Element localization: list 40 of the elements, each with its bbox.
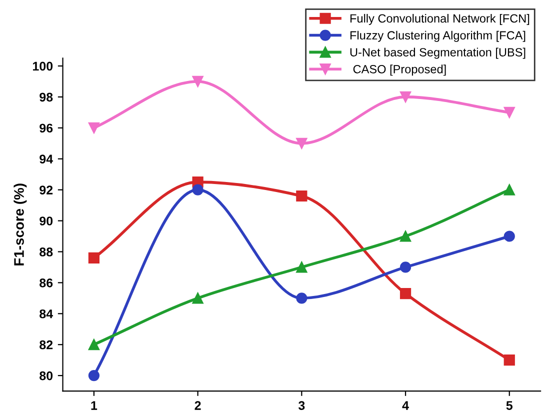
legend-label: U-Net based Segmentation [UBS] — [350, 48, 526, 59]
point — [192, 76, 204, 88]
point — [296, 292, 308, 304]
y-tick-label: 84 — [40, 309, 53, 318]
y-tick-label: 82 — [40, 340, 53, 350]
point — [88, 339, 100, 350]
point — [400, 262, 412, 273]
point — [88, 370, 100, 382]
point — [88, 122, 100, 134]
point — [192, 184, 204, 196]
x-tick-label: 2 — [194, 401, 201, 410]
point — [504, 184, 515, 196]
x-tick-label: 5 — [506, 401, 513, 410]
x-tick-label: 3 — [298, 401, 305, 410]
y-tick-label: 90 — [40, 216, 53, 226]
point — [296, 262, 308, 273]
y-axis-title: F1-score (%) — [14, 184, 27, 266]
point — [400, 288, 412, 300]
point — [192, 292, 204, 304]
legend-label: CASO [Proposed] — [353, 64, 446, 76]
y-tick-label: 100 — [33, 62, 53, 71]
point — [504, 354, 515, 366]
point — [400, 230, 412, 242]
point — [400, 91, 412, 102]
point — [296, 190, 308, 202]
x-tick-label: 1 — [91, 401, 98, 410]
y-tick-label: 96 — [40, 124, 53, 133]
legend-label: Fully Convolutional Network [FCN] — [350, 14, 530, 25]
y-tick-label: 86 — [40, 278, 53, 288]
point — [504, 230, 515, 242]
point — [88, 252, 100, 264]
y-tick-label: 80 — [40, 371, 53, 380]
legend-label: Fluzzy Clustering Algorithm [FCA] — [350, 30, 526, 42]
point — [504, 106, 515, 118]
point — [296, 138, 308, 149]
y-tick-label: 94 — [40, 154, 53, 164]
y-tick-label: 98 — [40, 92, 53, 102]
y-tick-label: 88 — [40, 248, 53, 256]
x-tick-label: 4 — [402, 401, 409, 410]
y-tick-label: 92 — [40, 186, 53, 194]
